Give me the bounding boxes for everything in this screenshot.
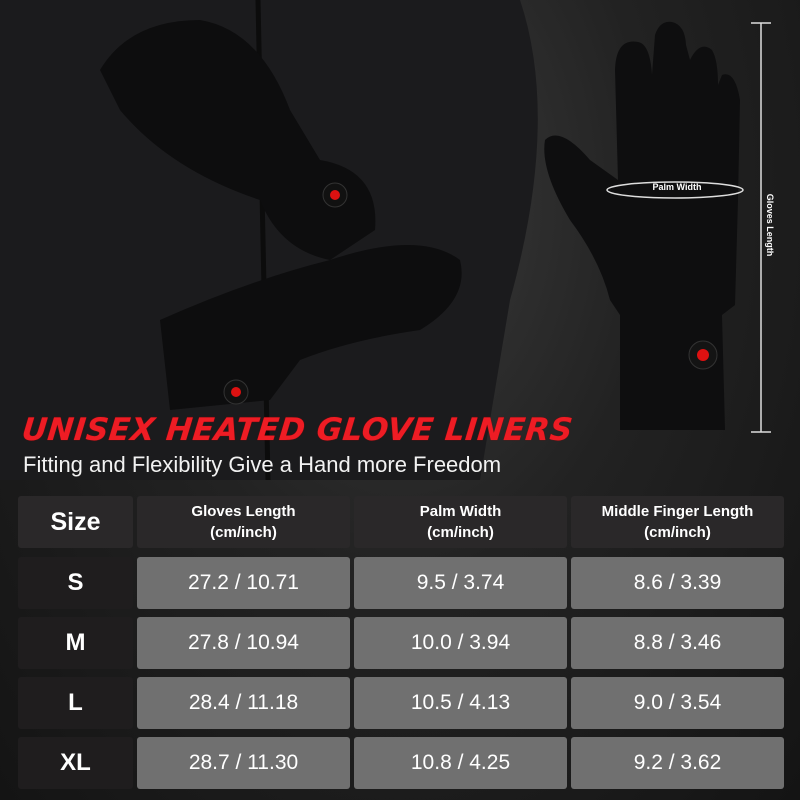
palm-width-cell: 10.0 / 3.94 xyxy=(354,617,567,669)
page-title: UNISEX HEATED GLOVE LINERS xyxy=(20,412,575,448)
gloves-length-label: Gloves Length xyxy=(765,194,775,257)
gloves-length-cell: 27.8 / 10.94 xyxy=(137,617,350,669)
worn-glove-lower xyxy=(160,245,462,410)
palm-width-cell: 9.5 / 3.74 xyxy=(354,557,567,609)
palm-width-cell: 10.5 / 4.13 xyxy=(354,677,567,729)
header-label: Palm Width xyxy=(419,503,502,520)
gloves-length-cell: 27.2 / 10.71 xyxy=(137,557,350,609)
header-unit: (cm/inch) xyxy=(427,524,494,541)
gloves-length-cell: 28.4 / 11.18 xyxy=(137,677,350,729)
display-glove xyxy=(544,21,740,430)
size-cell: L xyxy=(18,677,133,729)
header-size: Size xyxy=(18,496,133,548)
header-palm-width: Palm Width (cm/inch) xyxy=(354,496,567,548)
palm-width-marker xyxy=(606,181,744,199)
worn-glove-upper xyxy=(100,20,376,260)
palm-width-label: Palm Width xyxy=(653,182,702,192)
middle-finger-cell: 8.6 / 3.39 xyxy=(571,557,784,609)
subtitle: Fitting and Flexibility Give a Hand more… xyxy=(23,452,502,477)
header-unit: (cm/inch) xyxy=(210,524,277,541)
size-cell: S xyxy=(18,557,133,609)
header-label: Size xyxy=(50,507,101,536)
size-cell: XL xyxy=(18,737,133,789)
middle-finger-cell: 9.2 / 3.62 xyxy=(571,737,784,789)
palm-width-cell: 10.8 / 4.25 xyxy=(354,737,567,789)
middle-finger-cell: 9.0 / 3.54 xyxy=(571,677,784,729)
middle-finger-cell: 8.8 / 3.46 xyxy=(571,617,784,669)
header-label: Middle Finger Length xyxy=(601,503,754,520)
header-label: Gloves Length xyxy=(191,503,296,520)
header-unit: (cm/inch) xyxy=(644,524,711,541)
header-middle-finger-length: Middle Finger Length (cm/inch) xyxy=(571,496,784,548)
gloves-length-cell: 28.7 / 11.30 xyxy=(137,737,350,789)
product-photo: Palm Width Gloves Length xyxy=(0,0,775,480)
size-cell: M xyxy=(18,617,133,669)
header-gloves-length: Gloves Length (cm/inch) xyxy=(137,496,350,548)
